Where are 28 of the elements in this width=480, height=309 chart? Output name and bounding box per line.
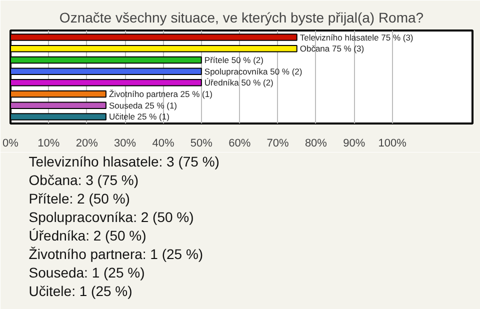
data-label: Spolupracovníka 50 % (2) — [204, 66, 302, 76]
text: Televizního hlasatele: 3 (75 %) — [28, 154, 220, 170]
data-label: Životního partnera 25 % (1) — [108, 89, 213, 100]
text: Přítele: 2 (50 %) — [28, 190, 130, 206]
x-tick-label: 70% — [266, 138, 289, 150]
text: Spolupracovníka: 2 (50 %) — [28, 209, 194, 225]
text: Občana: 3 (75 %) — [28, 172, 139, 188]
data-label: Přítele 50 % (2) — [204, 54, 264, 65]
x-tick-label: 50% — [190, 138, 213, 150]
data-label: Občana 75 % (3) — [300, 44, 364, 54]
x-tick-label: 60% — [228, 138, 251, 150]
text: Úředníka: 2 (50 %) — [28, 228, 146, 244]
data-label: Úředníka 50 % (2) — [204, 78, 274, 88]
x-tick-label: 0% — [2, 138, 19, 150]
x-tick-label: 100% — [378, 138, 407, 150]
data-label: Učitele 25 % (1) — [108, 112, 170, 122]
x-tick-label: 40% — [152, 138, 174, 150]
text: Souseda: 1 (25 %) — [28, 264, 145, 280]
x-tick-label: 90% — [343, 138, 366, 150]
x-tick-label: 10% — [38, 138, 60, 150]
data-label: Souseda 25 % (1) — [108, 100, 178, 110]
x-tick-label: 20% — [76, 138, 98, 150]
x-tick-label: 80% — [304, 138, 328, 150]
text: Životního partnera: 1 (25 %) — [28, 246, 204, 262]
chart-title: Označte všechny situace, ve kterých byste přijal(a) Roma? — [59, 10, 424, 26]
x-tick-label: 30% — [114, 138, 136, 150]
data-label: Televizního hlasatele 75 % (3) — [300, 32, 414, 42]
text: Učitele: 1 (25 %) — [28, 283, 132, 299]
